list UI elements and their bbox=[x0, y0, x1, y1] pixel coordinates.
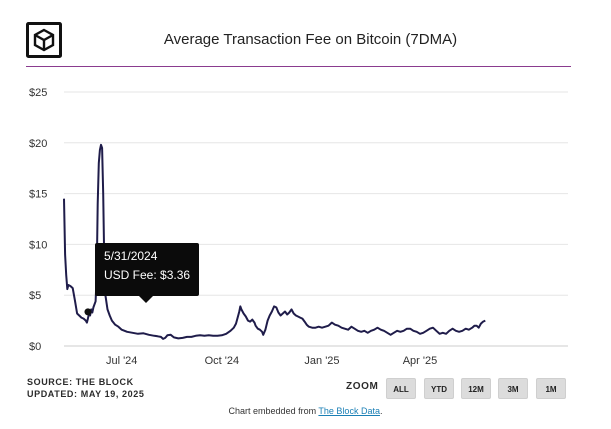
zoom-12m-button[interactable]: 12M bbox=[461, 378, 491, 399]
source-info: SOURCE: THE BLOCK UPDATED: MAY 19, 2025 bbox=[27, 376, 144, 400]
grid-lines bbox=[64, 91, 568, 347]
updated-line: UPDATED: MAY 19, 2025 bbox=[27, 389, 145, 399]
y-tick-label: $20 bbox=[29, 138, 47, 150]
series-line-usd-fee bbox=[63, 143, 486, 340]
y-tick-label: $5 bbox=[29, 290, 41, 302]
tooltip-value: USD Fee: $3.36 bbox=[104, 268, 191, 282]
y-tick-label: $15 bbox=[29, 189, 47, 201]
footer-prefix: Chart embedded from bbox=[228, 406, 319, 416]
zoom-ytd-button[interactable]: YTD bbox=[424, 378, 454, 399]
zoom-1m-button[interactable]: 1M bbox=[536, 378, 566, 399]
x-tick-label: Jul '24 bbox=[106, 355, 137, 367]
y-tick-label: $10 bbox=[29, 239, 47, 251]
y-tick-label: $0 bbox=[29, 341, 41, 353]
fee-line-chart[interactable]: $0 $5 $10 $15 $20 $25 Jul '24 Oct '24 Jan '25 Ap… bbox=[0, 70, 611, 370]
x-tick-label: Jan '25 bbox=[304, 355, 339, 367]
chart-tooltip: 5/31/2024 USD Fee: $3.36 bbox=[95, 243, 199, 303]
highlight-point bbox=[84, 308, 92, 316]
x-axis-ticks: Jul '24 Oct '24 Jan '25 Apr '25 bbox=[106, 355, 437, 367]
tooltip-date: 5/31/2024 bbox=[104, 249, 158, 263]
x-tick-label: Oct '24 bbox=[205, 355, 240, 367]
title-divider bbox=[26, 66, 571, 67]
y-axis-ticks: $0 $5 $10 $15 $20 $25 bbox=[29, 87, 47, 353]
x-tick-label: Apr '25 bbox=[403, 355, 438, 367]
source-line: SOURCE: THE BLOCK bbox=[27, 377, 134, 387]
zoom-3m-button[interactable]: 3M bbox=[498, 378, 528, 399]
footer-suffix: . bbox=[379, 406, 383, 416]
page-title: Average Transaction Fee on Bitcoin (7DMA… bbox=[163, 31, 458, 48]
y-tick-label: $25 bbox=[29, 87, 47, 99]
the-block-logo-icon bbox=[26, 22, 62, 58]
the-block-data-link[interactable]: The Block Data bbox=[318, 406, 380, 416]
embed-footer: Chart embedded from The Block Data. bbox=[0, 406, 611, 416]
zoom-label: ZOOM bbox=[346, 381, 379, 392]
tooltip-arrow bbox=[139, 296, 153, 303]
zoom-all-button[interactable]: ALL bbox=[386, 378, 416, 399]
